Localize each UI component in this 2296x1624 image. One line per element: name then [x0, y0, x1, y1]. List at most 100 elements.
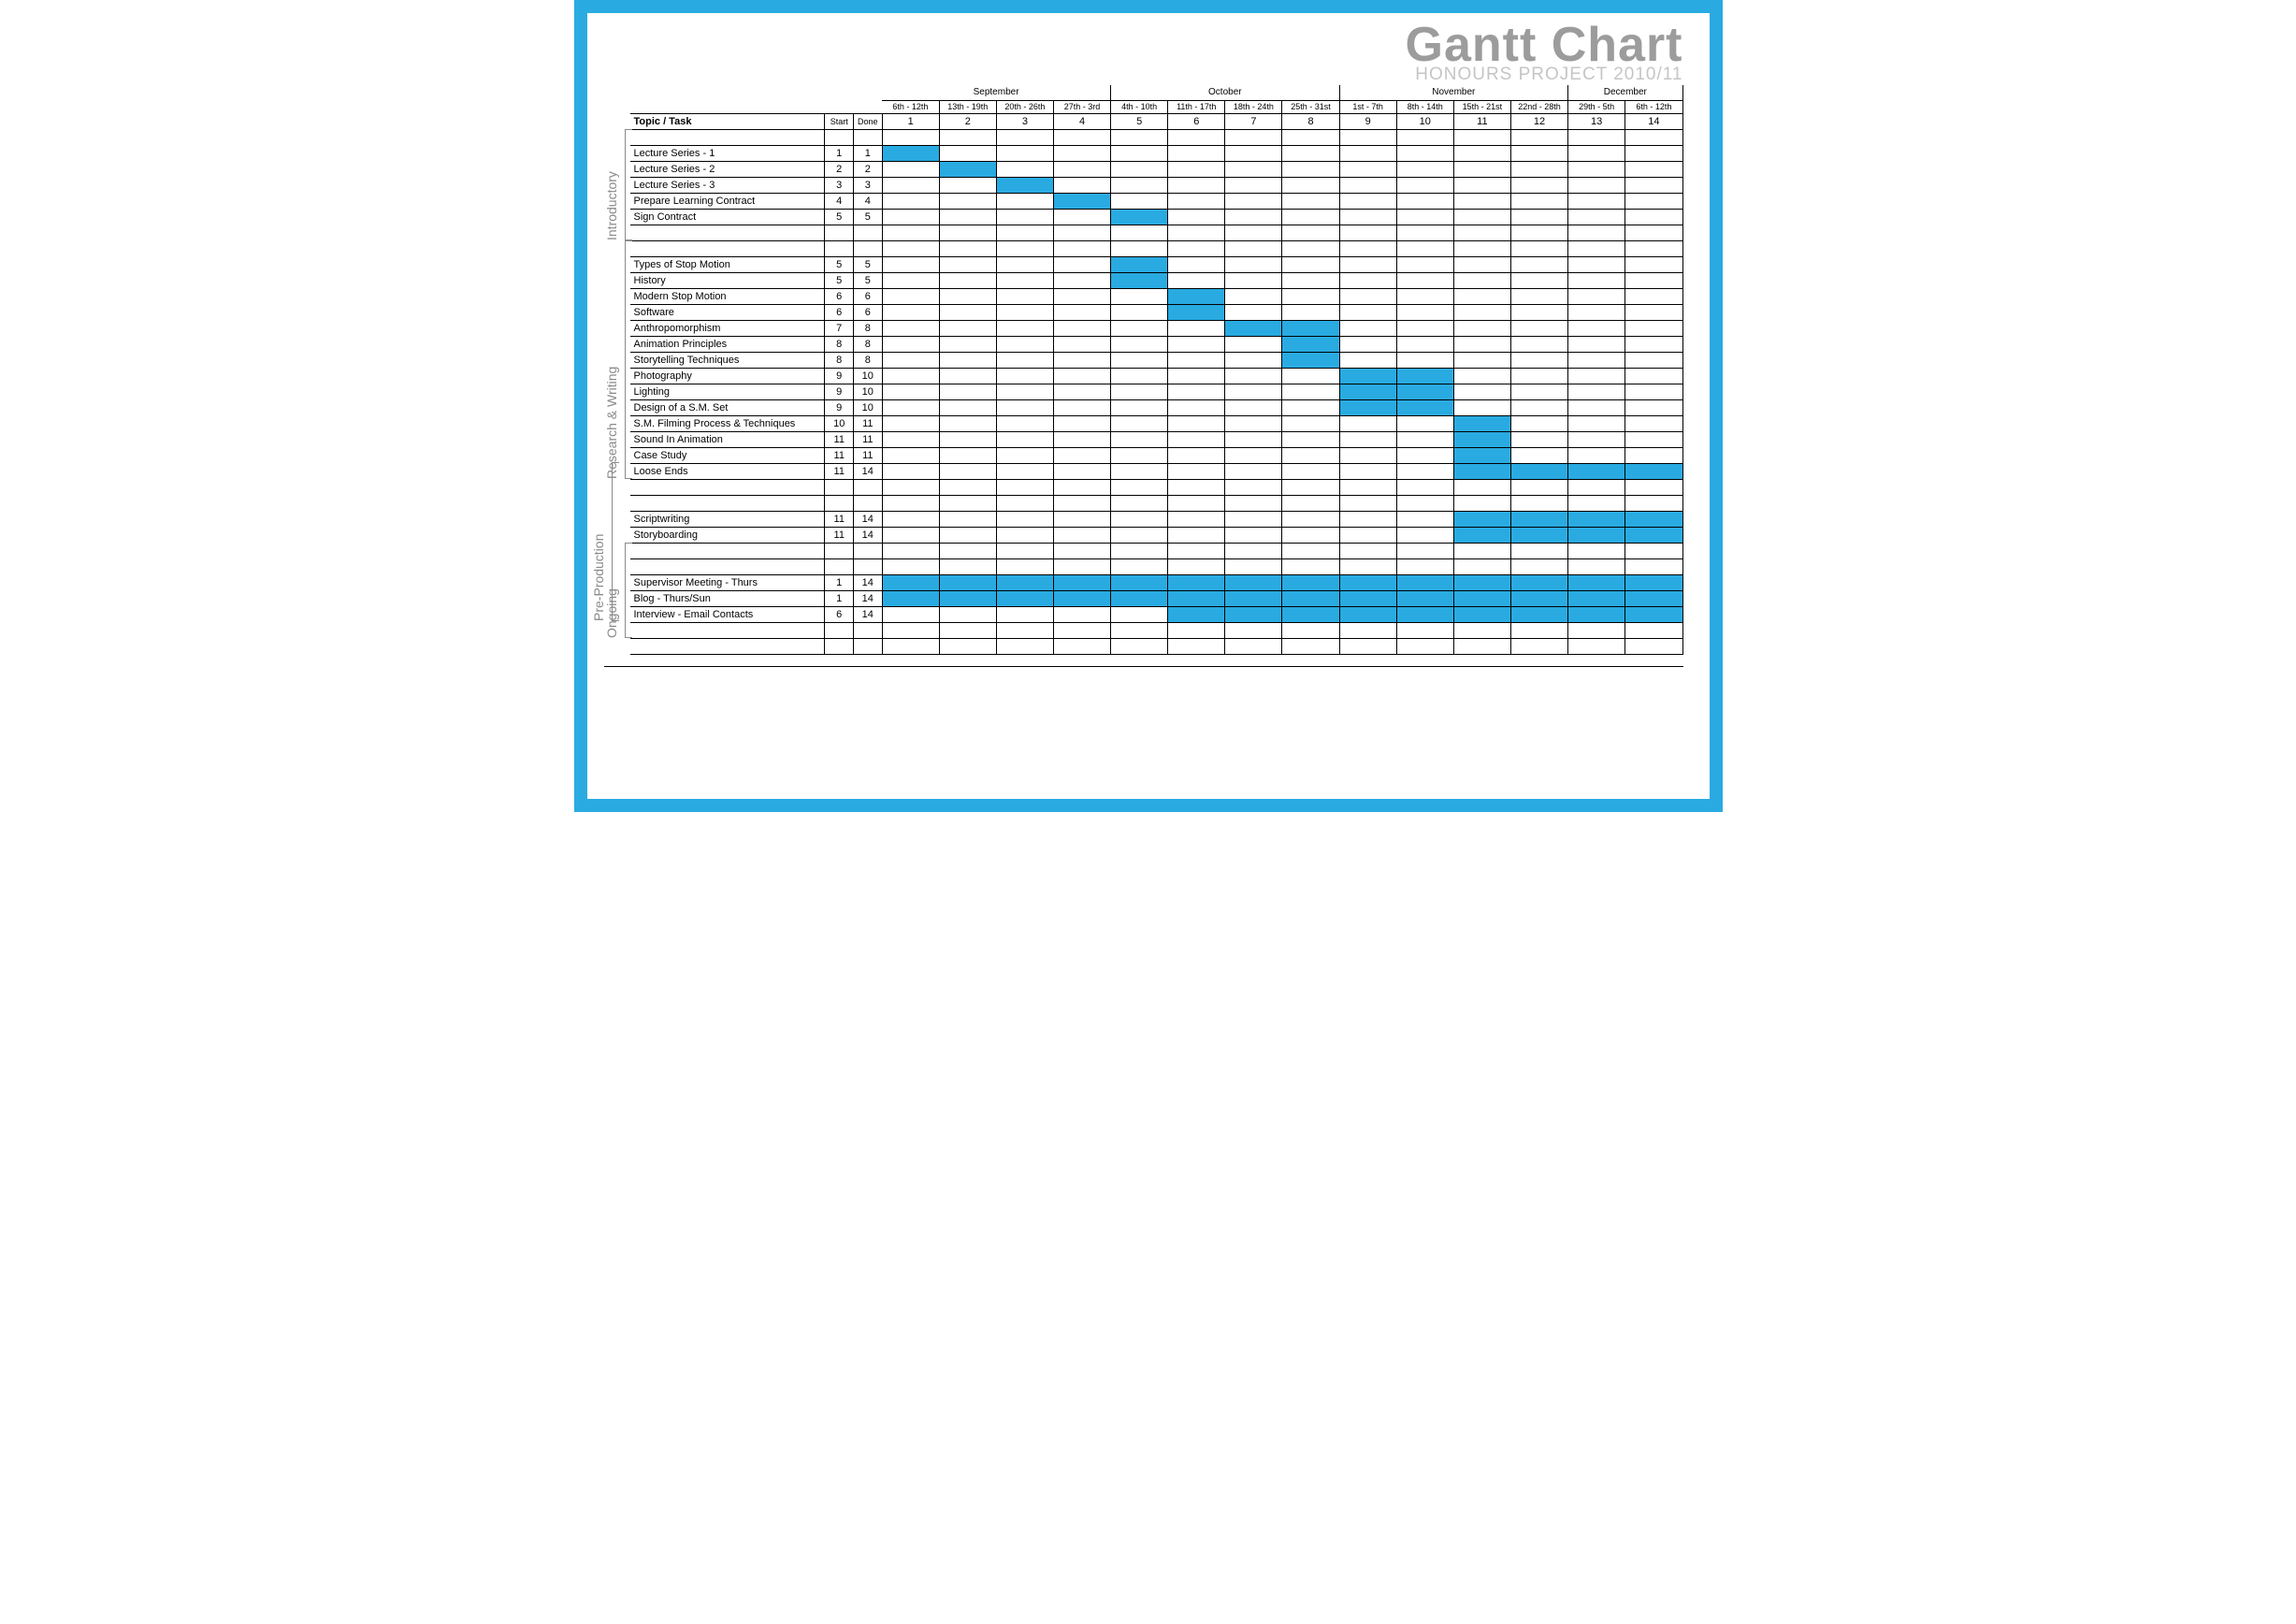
- gantt-cell: [939, 543, 996, 558]
- gantt-cell: [1282, 129, 1339, 145]
- task-done: 5: [854, 256, 883, 272]
- gantt-cell: [1168, 495, 1225, 511]
- gantt-table: SeptemberOctoberNovemberDecember6th - 12…: [630, 85, 1683, 655]
- gantt-cell: [1625, 161, 1682, 177]
- gantt-cell: [1111, 638, 1168, 654]
- gantt-cell: [1625, 256, 1682, 272]
- gantt-cell: [1282, 161, 1339, 177]
- gantt-cell: [1625, 543, 1682, 558]
- task-start: 6: [825, 304, 854, 320]
- gantt-cell: [1625, 193, 1682, 209]
- gantt-cell: [1225, 256, 1282, 272]
- gantt-cell: [1339, 495, 1396, 511]
- task-row: History55: [630, 272, 1683, 288]
- gantt-cell: [1339, 304, 1396, 320]
- task-done: 3: [854, 177, 883, 193]
- gantt-cell: [882, 336, 939, 352]
- gantt-cell: [1225, 240, 1282, 256]
- gantt-cell: [1568, 384, 1625, 399]
- gantt-cell: [882, 463, 939, 479]
- task-done: 11: [854, 447, 883, 463]
- gantt-cell: [1453, 209, 1510, 225]
- gantt-cell: [1396, 638, 1453, 654]
- task-name: [630, 479, 825, 495]
- gantt-cell: [1568, 304, 1625, 320]
- gantt-cell: [1053, 209, 1110, 225]
- gantt-cell: [1396, 240, 1453, 256]
- gantt-cell: [939, 495, 996, 511]
- gantt-cell: [939, 431, 996, 447]
- gantt-cell: [1053, 336, 1110, 352]
- gantt-cell: [1510, 574, 1567, 590]
- task-start: [825, 240, 854, 256]
- gantt-cell: [996, 622, 1053, 638]
- gantt-cell: [1111, 193, 1168, 209]
- gantt-cell: [1111, 479, 1168, 495]
- gantt-cell: [1510, 336, 1567, 352]
- task-row: S.M. Filming Process & Techniques1011: [630, 415, 1683, 431]
- gantt-cell: [1225, 177, 1282, 193]
- gantt-cell: [1053, 399, 1110, 415]
- gantt-cell: [1168, 558, 1225, 574]
- task-done: 8: [854, 336, 883, 352]
- week-number: 8: [1282, 113, 1339, 129]
- task-row: Storytelling Techniques88: [630, 352, 1683, 368]
- gantt-cell: [1225, 431, 1282, 447]
- section-label: Ongoing: [604, 588, 619, 638]
- gantt-cell: [1510, 495, 1567, 511]
- gantt-cell: [1282, 590, 1339, 606]
- gantt-cell: [996, 272, 1053, 288]
- week-range: 18th - 24th: [1225, 100, 1282, 113]
- gantt-cell: [1168, 145, 1225, 161]
- gantt-cell: [1111, 177, 1168, 193]
- week-number: 2: [939, 113, 996, 129]
- gantt-cell: [882, 225, 939, 240]
- gantt-cell: [996, 511, 1053, 527]
- task-done: 5: [854, 272, 883, 288]
- gantt-cell: [1168, 622, 1225, 638]
- gantt-cell: [1282, 288, 1339, 304]
- week-number: 10: [1396, 113, 1453, 129]
- gantt-cell: [1111, 495, 1168, 511]
- task-start: [825, 495, 854, 511]
- gantt-cell: [1053, 495, 1110, 511]
- gantt-cell: [1453, 399, 1510, 415]
- week-range: 27th - 3rd: [1053, 100, 1110, 113]
- gantt-cell: [1111, 543, 1168, 558]
- week-number: 3: [996, 113, 1053, 129]
- gantt-cell: [939, 463, 996, 479]
- gantt-cell: [1168, 177, 1225, 193]
- gantt-cell: [1510, 527, 1567, 543]
- gantt-cell: [1053, 543, 1110, 558]
- gantt-cell: [1111, 415, 1168, 431]
- task-name: [630, 225, 825, 240]
- task-start: [825, 622, 854, 638]
- gantt-cell: [1453, 352, 1510, 368]
- gantt-cell: [996, 288, 1053, 304]
- task-start: [825, 558, 854, 574]
- gantt-cell: [1225, 399, 1282, 415]
- gantt-cell: [996, 447, 1053, 463]
- gantt-cell: [939, 288, 996, 304]
- gantt-cell: [939, 256, 996, 272]
- task-row: Sound In Animation1111: [630, 431, 1683, 447]
- gantt-cell: [1396, 479, 1453, 495]
- gantt-cell: [1282, 638, 1339, 654]
- week-range: 13th - 19th: [939, 100, 996, 113]
- gantt-cell: [1168, 415, 1225, 431]
- task-name: Anthropomorphism: [630, 320, 825, 336]
- gantt-cell: [882, 384, 939, 399]
- gantt-cell: [1282, 574, 1339, 590]
- gantt-cell: [1568, 606, 1625, 622]
- task-name: [630, 638, 825, 654]
- task-done: [854, 495, 883, 511]
- gantt-cell: [1453, 240, 1510, 256]
- month-header: September: [882, 85, 1111, 100]
- gantt-cell: [1339, 145, 1396, 161]
- gantt-cell: [1510, 415, 1567, 431]
- gantt-cell: [1111, 511, 1168, 527]
- gantt-cell: [1339, 240, 1396, 256]
- gantt-cell: [1568, 527, 1625, 543]
- task-done: [854, 622, 883, 638]
- gantt-cell: [1568, 479, 1625, 495]
